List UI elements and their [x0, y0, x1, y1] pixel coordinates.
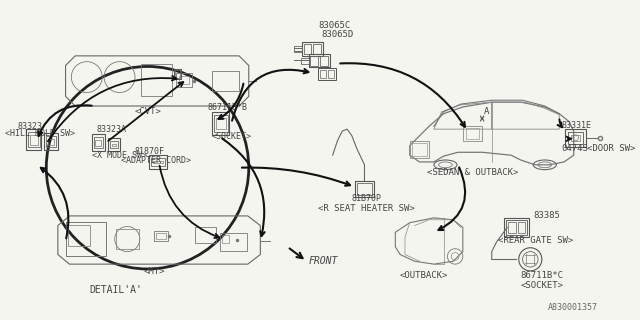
Bar — [177, 73, 192, 87]
Bar — [110, 141, 118, 148]
Bar — [308, 54, 330, 68]
Bar — [112, 144, 116, 146]
Text: 83323A: 83323A — [97, 125, 127, 134]
Bar — [301, 58, 308, 64]
Text: A: A — [484, 107, 490, 116]
Text: 81B70P: 81B70P — [352, 194, 382, 203]
Bar — [48, 139, 54, 145]
Bar — [30, 135, 38, 145]
Text: <DOOR SW>: <DOOR SW> — [588, 144, 636, 153]
Text: 86711B*C: 86711B*C — [521, 271, 564, 280]
Bar — [214, 115, 228, 132]
Bar — [508, 222, 516, 233]
Bar — [304, 44, 312, 54]
Bar — [92, 134, 105, 151]
Bar — [26, 129, 42, 150]
Bar — [195, 228, 216, 243]
Text: 0474S: 0474S — [561, 144, 588, 153]
Bar — [320, 70, 326, 78]
Bar — [216, 117, 226, 129]
Bar — [179, 76, 189, 84]
Bar — [141, 64, 172, 96]
Bar — [355, 181, 374, 197]
Bar — [412, 143, 427, 156]
Bar — [318, 68, 335, 80]
Text: <MT>: <MT> — [143, 267, 165, 276]
Text: 86711B*B: 86711B*B — [207, 103, 247, 112]
Bar — [65, 222, 106, 256]
Bar — [463, 126, 482, 141]
Text: <SEDAN & OUTBACK>: <SEDAN & OUTBACK> — [427, 168, 518, 177]
Bar — [154, 161, 163, 163]
Text: <CVT>: <CVT> — [135, 107, 162, 116]
Bar — [466, 128, 479, 139]
Bar — [212, 112, 230, 135]
Bar — [175, 70, 180, 78]
Bar — [108, 138, 120, 151]
Bar — [150, 155, 167, 169]
Bar — [294, 46, 302, 52]
Bar — [173, 69, 181, 79]
Text: <R SEAT HEATER SW>: <R SEAT HEATER SW> — [318, 204, 415, 213]
Bar — [571, 135, 580, 141]
Bar — [302, 42, 323, 56]
Text: 83065C: 83065C — [318, 20, 351, 29]
Text: <OUTBACK>: <OUTBACK> — [400, 271, 449, 280]
Text: <SOCKET>: <SOCKET> — [521, 281, 564, 290]
Bar — [518, 222, 525, 233]
Bar — [46, 136, 56, 148]
Bar — [44, 133, 58, 150]
Text: <ADAPTER CORD>: <ADAPTER CORD> — [120, 156, 191, 165]
Bar — [506, 220, 527, 235]
Bar — [320, 56, 328, 66]
Bar — [68, 225, 90, 246]
Text: <X MODE SW>: <X MODE SW> — [92, 151, 147, 160]
Text: DETAIL'A': DETAIL'A' — [89, 285, 142, 295]
Bar — [28, 132, 40, 148]
Bar — [314, 44, 321, 54]
Text: 83323: 83323 — [17, 122, 42, 131]
Bar — [116, 229, 139, 249]
Bar — [565, 129, 586, 147]
Text: 83331E: 83331E — [561, 121, 591, 130]
Bar — [410, 141, 429, 158]
Bar — [310, 56, 318, 66]
Bar — [95, 140, 101, 146]
Bar — [154, 231, 168, 241]
Text: <SOCKET>: <SOCKET> — [211, 132, 251, 141]
Text: A830001357: A830001357 — [548, 303, 598, 312]
Bar — [156, 233, 166, 239]
Bar — [152, 158, 165, 166]
Bar — [356, 183, 372, 195]
Text: 83385: 83385 — [533, 212, 560, 220]
Text: 83065D: 83065D — [321, 30, 353, 39]
Bar — [222, 235, 230, 243]
Bar — [328, 70, 333, 78]
Bar — [93, 137, 103, 148]
Bar — [212, 71, 239, 91]
Bar — [568, 132, 583, 144]
Bar — [504, 218, 529, 237]
Bar — [220, 233, 247, 251]
Text: <HILL HOLD SW>: <HILL HOLD SW> — [5, 130, 75, 139]
Text: FRONT: FRONT — [308, 256, 338, 266]
Text: <REAR GATE SW>: <REAR GATE SW> — [497, 236, 573, 244]
Text: 81870F: 81870F — [135, 147, 165, 156]
